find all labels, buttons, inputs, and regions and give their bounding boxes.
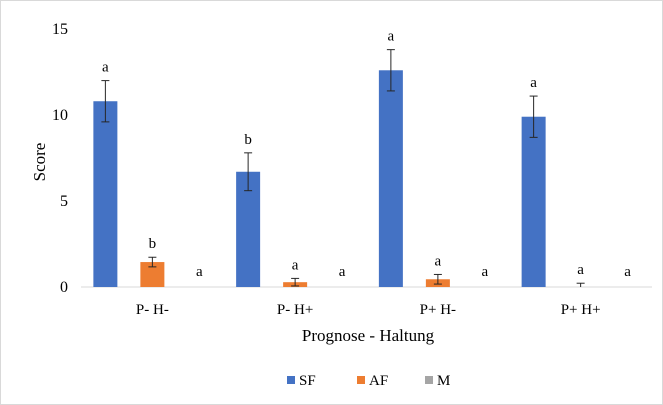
significance-label: a	[624, 264, 631, 280]
legend-label-m: M	[437, 373, 450, 389]
significance-label: a	[339, 264, 346, 280]
significance-label: a	[196, 264, 203, 280]
significance-label: a	[292, 257, 299, 273]
x-tick-label: P- H+	[277, 302, 313, 318]
significance-label: a	[530, 75, 537, 91]
significance-label: b	[244, 132, 252, 148]
bar-sf	[521, 116, 546, 287]
legend-swatch-m	[425, 376, 433, 384]
legend-label-sf: SF	[299, 373, 316, 389]
x-tick-label: P- H-	[136, 302, 169, 318]
y-axis-ticks: 0 5 10 15	[52, 21, 68, 296]
y-tick-label: 5	[60, 193, 68, 210]
bars	[93, 70, 546, 288]
x-tick-label: P+ H+	[561, 302, 601, 318]
y-axis-title: Score	[30, 143, 49, 182]
significance-label: a	[435, 253, 442, 269]
legend-label-af: AF	[369, 373, 388, 389]
legend-swatch-af	[357, 376, 365, 384]
significance-label: a	[577, 262, 584, 278]
y-tick-label: 15	[52, 21, 68, 38]
significance-label: b	[149, 236, 157, 252]
y-tick-label: 0	[60, 279, 68, 296]
x-axis-title: Prognose - Haltung	[302, 326, 435, 345]
x-axis-tick-labels: P- H- P- H+ P+ H- P+ H+	[136, 302, 601, 318]
y-tick-label: 10	[52, 107, 68, 124]
bar-sf	[378, 70, 403, 287]
error-bars	[101, 49, 585, 287]
legend-swatch-sf	[287, 376, 295, 384]
bar-sf	[93, 101, 118, 288]
significance-label: a	[482, 264, 489, 280]
x-tick-label: P+ H-	[420, 302, 456, 318]
significance-label: a	[388, 29, 395, 45]
legend: SF AF M	[287, 373, 450, 389]
significance-label: a	[102, 60, 109, 76]
significance-labels: a b a b a a a a a a a a	[102, 29, 631, 280]
